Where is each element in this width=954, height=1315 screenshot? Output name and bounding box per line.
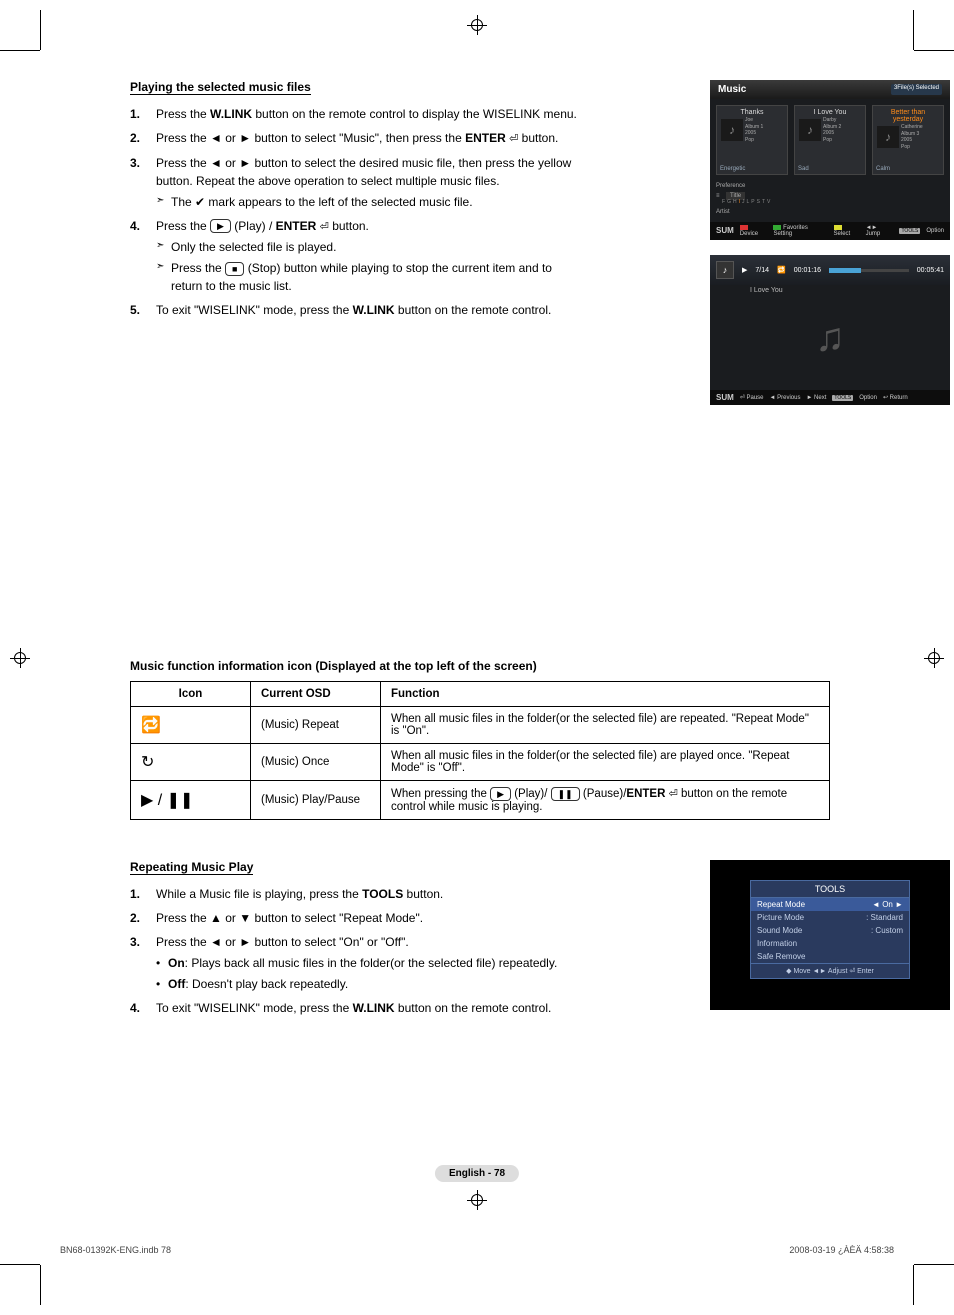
tools-popup-screenshot: TOOLS Repeat Mode◄ On ►Picture Mode: Sta… (710, 860, 950, 1010)
section-title-playing: Playing the selected music files (130, 80, 311, 95)
crop-mark (914, 1264, 954, 1265)
footer-right: 2008-03-19 ¿ÀÈÄ 4:58:38 (789, 1245, 894, 1255)
step-text: While a Music file is playing, press the… (156, 885, 580, 903)
step-text: Press the ▶ (Play) / ENTER ⏎ button. Onl… (156, 217, 580, 296)
step-num: 2. (130, 909, 156, 927)
step-num: 4. (130, 999, 156, 1017)
page-number: English - 78 (435, 1165, 519, 1182)
play-pause-icon: ▶ / ❚❚ (131, 781, 251, 820)
sub-note: Press the ■ (Stop) button while playing … (156, 259, 580, 295)
step-num: 3. (130, 933, 156, 993)
step-text: Press the W.LINK button on the remote co… (156, 105, 580, 123)
table-heading: Music function information icon (Display… (130, 659, 830, 673)
step-text: Press the ▲ or ▼ button to select "Repea… (156, 909, 580, 927)
registration-mark (467, 1190, 487, 1210)
repeat-icon: 🔁 (131, 707, 251, 744)
step-text: To exit "WISELINK" mode, press the W.LIN… (156, 999, 580, 1017)
step-num: 4. (130, 217, 156, 296)
once-icon: ↻ (131, 744, 251, 781)
crop-mark (914, 50, 954, 51)
step-num: 5. (130, 301, 156, 319)
sub-note: Only the selected file is played. (156, 238, 580, 256)
icon-table: Icon Current OSD Function 🔁 (Music) Repe… (130, 681, 830, 820)
crop-mark (0, 1264, 40, 1265)
sub-note: The ✔ mark appears to the left of the se… (156, 193, 580, 211)
section-title-repeat: Repeating Music Play (130, 860, 253, 875)
step-num: 1. (130, 885, 156, 903)
step-text: Press the ◄ or ► button to select "On" o… (156, 933, 580, 993)
music-player-screenshot: ♪ ▶ 7/14 🔁 00:01:16 00:05:41 I Love You … (710, 255, 950, 405)
step-num: 1. (130, 105, 156, 123)
step-text: Press the ◄ or ► button to select "Music… (156, 129, 580, 148)
registration-mark (10, 648, 30, 668)
step-num: 3. (130, 154, 156, 211)
step-num: 2. (130, 129, 156, 148)
crop-mark (40, 1265, 41, 1305)
registration-mark (924, 648, 944, 668)
play-icon: ▶ (210, 219, 231, 233)
registration-mark (467, 15, 487, 35)
bullet: Off: Doesn't play back repeatedly. (156, 975, 580, 993)
crop-mark (913, 10, 914, 50)
step-text: Press the ◄ or ► button to select the de… (156, 154, 580, 211)
crop-mark (40, 10, 41, 50)
crop-mark (913, 1265, 914, 1305)
music-browser-screenshot: Music3File(s) Selected Thanks♪JoeAlbum 1… (710, 80, 950, 240)
bullet: On: Plays back all music files in the fo… (156, 954, 580, 972)
step-text: To exit "WISELINK" mode, press the W.LIN… (156, 301, 580, 319)
crop-mark (0, 50, 40, 51)
stop-icon: ■ (225, 262, 244, 276)
footer-left: BN68-01392K-ENG.indb 78 (60, 1245, 171, 1255)
